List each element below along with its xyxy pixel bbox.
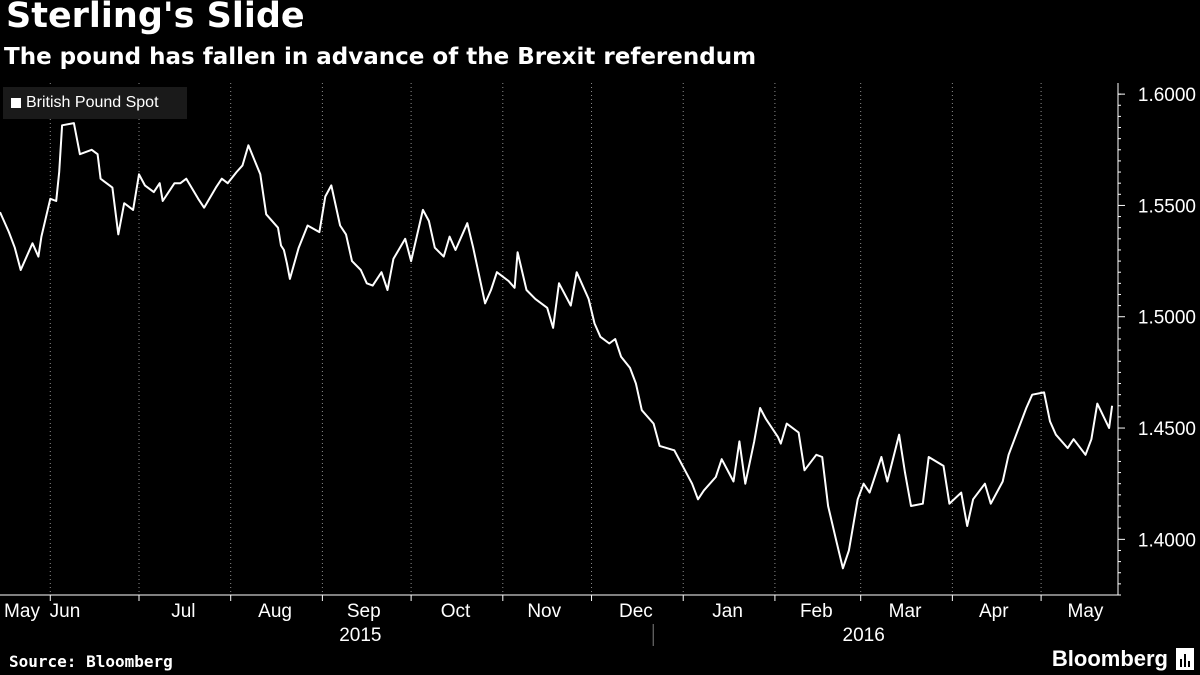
y-tick-label-4: 1.6000 xyxy=(1138,85,1196,106)
x-tick-label-9: Feb xyxy=(800,601,833,622)
tick-labels: 1.4000 1.4500 1.5000 1.5500 1.6000 May Jun Jul A… xyxy=(4,85,1196,646)
x-tick-label-0: May xyxy=(4,601,40,622)
legend-swatch xyxy=(11,98,21,108)
bloomberg-logo-text: Bloomberg xyxy=(1051,646,1168,671)
axes xyxy=(0,83,1125,646)
year-label-0: 2015 xyxy=(339,625,381,646)
legend-label: British Pound Spot xyxy=(26,94,159,111)
x-tick-label-5: Oct xyxy=(441,601,471,622)
series-line-0 xyxy=(0,122,1114,570)
series-layer xyxy=(0,122,1114,570)
y-tick-label-1: 1.4500 xyxy=(1138,419,1196,440)
y-tick-label-2: 1.5000 xyxy=(1138,308,1196,329)
x-tick-label-1: Jun xyxy=(50,601,81,622)
chart-title: Sterling's Slide xyxy=(6,0,305,36)
year-label-1: 2016 xyxy=(843,625,885,646)
x-tick-label-3: Aug xyxy=(258,601,292,622)
chart-subtitle: The pound has fallen in advance of the B… xyxy=(4,44,757,70)
x-tick-label-2: Jul xyxy=(171,601,195,622)
x-tick-label-8: Jan xyxy=(712,601,743,622)
y-tick-label-0: 1.4000 xyxy=(1138,530,1196,551)
x-tick-label-12: May xyxy=(1068,601,1104,622)
y-tick-label-3: 1.5500 xyxy=(1138,196,1196,217)
x-tick-label-11: Apr xyxy=(979,601,1009,622)
x-tick-label-10: Mar xyxy=(889,601,922,622)
source-note: Source: Bloomberg xyxy=(9,652,173,671)
month-gridlines xyxy=(49,83,1042,595)
x-tick-label-6: Nov xyxy=(527,601,561,622)
legend: British Pound Spot xyxy=(3,87,187,119)
x-tick-label-4: Sep xyxy=(347,601,381,622)
x-tick-label-7: Dec xyxy=(619,601,653,622)
bloomberg-chart-icon xyxy=(1176,648,1194,670)
